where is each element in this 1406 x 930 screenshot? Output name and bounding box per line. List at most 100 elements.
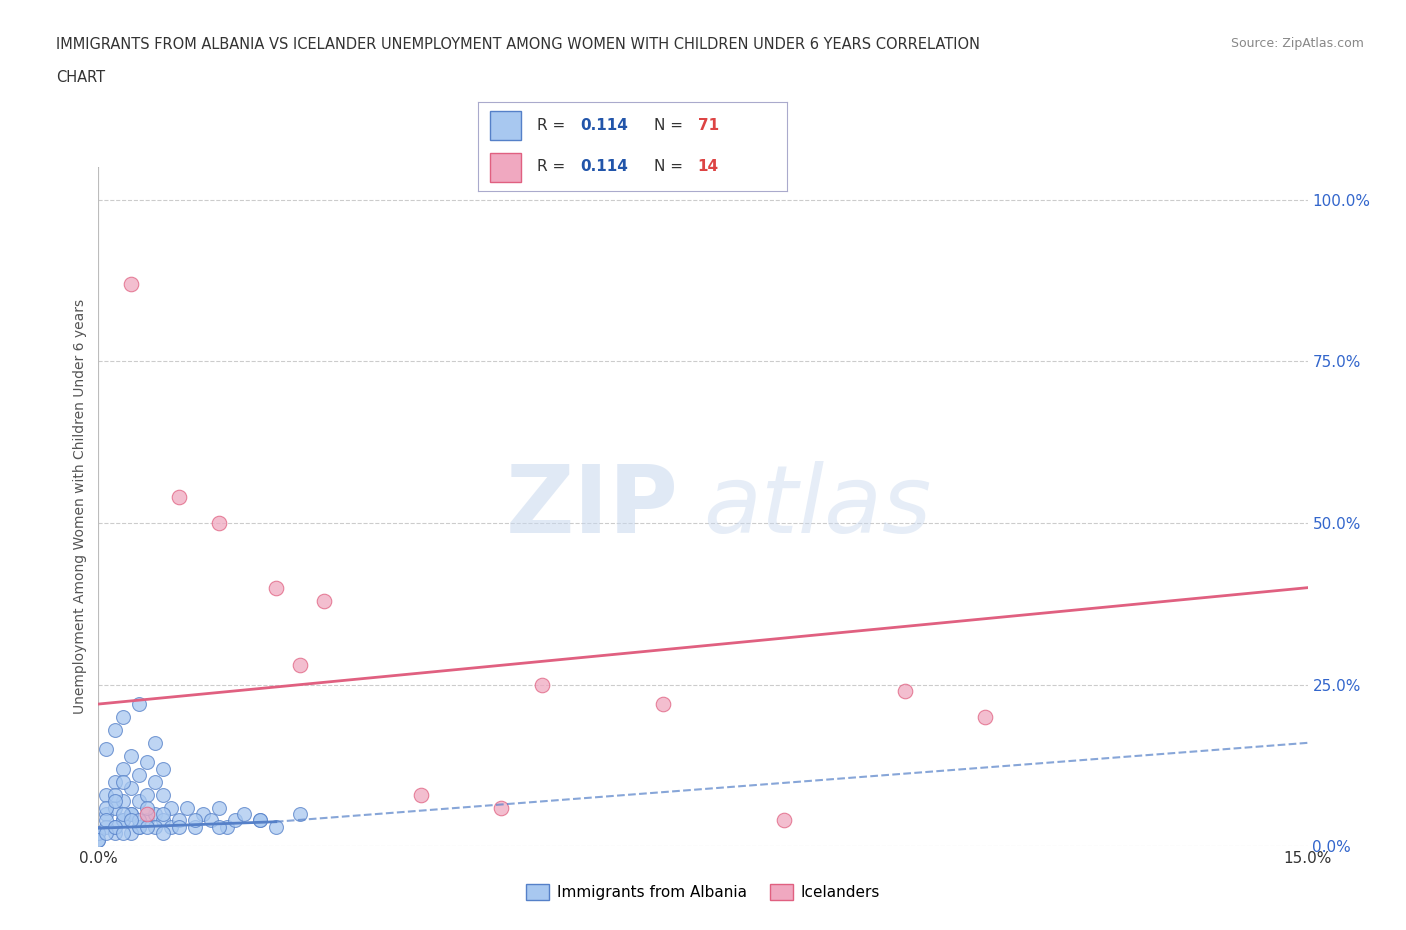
Point	[120, 780, 142, 795]
Point	[120, 813, 142, 828]
Point	[143, 736, 166, 751]
Point	[224, 813, 246, 828]
Point	[152, 806, 174, 821]
Point	[128, 813, 150, 828]
Point	[103, 819, 125, 834]
Point	[974, 710, 997, 724]
Text: R =: R =	[537, 118, 569, 133]
Text: Source: ZipAtlas.com: Source: ZipAtlas.com	[1230, 37, 1364, 50]
Point	[135, 787, 157, 802]
Point	[128, 768, 150, 783]
Point	[103, 774, 125, 789]
Point	[120, 276, 142, 291]
Point	[87, 832, 110, 847]
Point	[135, 819, 157, 834]
Point	[128, 819, 150, 834]
Point	[111, 813, 134, 828]
Point	[200, 813, 222, 828]
Point	[167, 813, 190, 828]
Point	[409, 787, 432, 802]
Point	[135, 800, 157, 815]
Point	[111, 710, 134, 724]
Point	[103, 793, 125, 808]
FancyBboxPatch shape	[491, 153, 522, 182]
Point	[184, 819, 207, 834]
Point	[96, 806, 118, 821]
Point	[160, 819, 183, 834]
Point	[160, 800, 183, 815]
Text: 71: 71	[697, 118, 718, 133]
Text: atlas: atlas	[703, 461, 931, 552]
Point	[208, 819, 231, 834]
Legend: Immigrants from Albania, Icelanders: Immigrants from Albania, Icelanders	[520, 878, 886, 907]
Point	[96, 800, 118, 815]
Point	[128, 819, 150, 834]
FancyBboxPatch shape	[491, 112, 522, 140]
Point	[314, 593, 336, 608]
Text: R =: R =	[537, 159, 569, 174]
Point	[111, 826, 134, 841]
Point	[120, 806, 142, 821]
Point	[87, 832, 110, 847]
Point	[264, 819, 287, 834]
Point	[96, 826, 118, 841]
Point	[120, 749, 142, 764]
Point	[193, 806, 215, 821]
Point	[232, 806, 254, 821]
Point	[103, 787, 125, 802]
Point	[111, 762, 134, 777]
Point	[152, 826, 174, 841]
Point	[249, 813, 271, 828]
Point	[96, 813, 118, 828]
Point	[96, 787, 118, 802]
Point	[651, 697, 673, 711]
Text: 0.114: 0.114	[581, 159, 628, 174]
Point	[103, 723, 125, 737]
Point	[143, 819, 166, 834]
Point	[120, 826, 142, 841]
Point	[96, 742, 118, 757]
Point	[167, 490, 190, 505]
Point	[530, 677, 553, 692]
Point	[96, 819, 118, 834]
Text: N =: N =	[654, 159, 688, 174]
Text: ZIP: ZIP	[506, 461, 679, 552]
Point	[128, 793, 150, 808]
Point	[152, 762, 174, 777]
Point	[208, 515, 231, 530]
Point	[111, 793, 134, 808]
Text: 14: 14	[697, 159, 718, 174]
Point	[288, 658, 311, 672]
Point	[143, 806, 166, 821]
Point	[772, 813, 794, 828]
Y-axis label: Unemployment Among Women with Children Under 6 years: Unemployment Among Women with Children U…	[73, 299, 87, 714]
Text: CHART: CHART	[56, 70, 105, 85]
Point	[217, 819, 239, 834]
Point	[893, 684, 915, 698]
Point	[87, 826, 110, 841]
Text: N =: N =	[654, 118, 688, 133]
Point	[176, 800, 198, 815]
Point	[167, 819, 190, 834]
Point	[111, 806, 134, 821]
Point	[288, 806, 311, 821]
Point	[184, 813, 207, 828]
Point	[249, 813, 271, 828]
Text: 0.114: 0.114	[581, 118, 628, 133]
Point	[128, 697, 150, 711]
Point	[135, 806, 157, 821]
Point	[87, 826, 110, 841]
Point	[111, 774, 134, 789]
Point	[135, 755, 157, 770]
Point	[135, 813, 157, 828]
Point	[264, 580, 287, 595]
Point	[491, 800, 513, 815]
Point	[152, 787, 174, 802]
Point	[120, 806, 142, 821]
Text: IMMIGRANTS FROM ALBANIA VS ICELANDER UNEMPLOYMENT AMONG WOMEN WITH CHILDREN UNDE: IMMIGRANTS FROM ALBANIA VS ICELANDER UNE…	[56, 37, 980, 52]
Point	[111, 813, 134, 828]
Point	[103, 826, 125, 841]
Point	[103, 800, 125, 815]
Point	[143, 774, 166, 789]
Point	[208, 800, 231, 815]
